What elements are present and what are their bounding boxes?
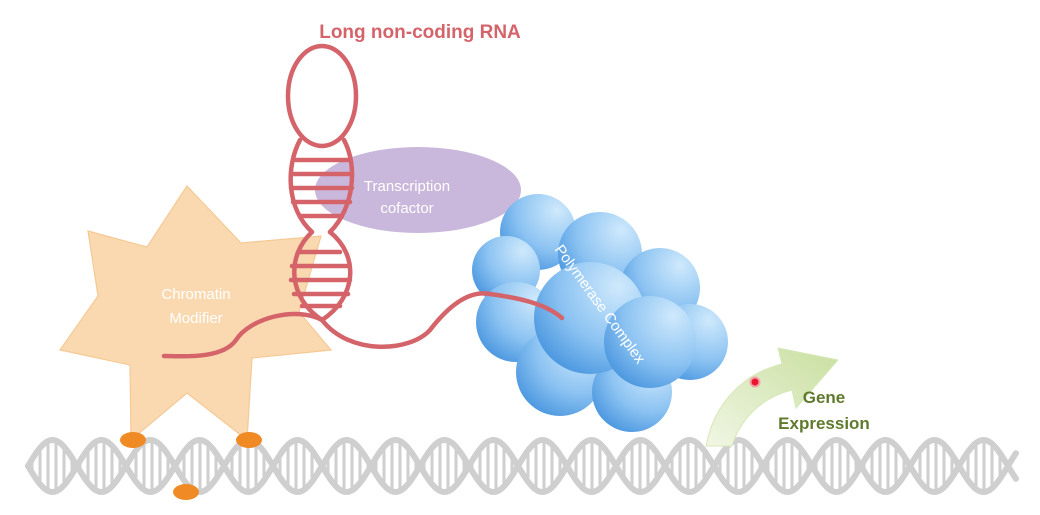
dna-strand: [25, 436, 1019, 496]
chromatin-label-line1: Chromatin: [161, 286, 230, 303]
polymerase-complex-cloud: [472, 194, 728, 432]
gene-expression-label-line1: Gene: [803, 388, 846, 407]
gene-expression-arrow: [705, 347, 839, 447]
chromatin-modifier-star: [58, 185, 333, 442]
chromatin-label-line2: Modifier: [169, 310, 222, 327]
gene-expression-label-line2: Expression: [778, 414, 870, 433]
methyl-mark: [236, 432, 262, 448]
dna-strand: [25, 436, 1019, 496]
cofactor-label-line1: Transcription: [364, 178, 450, 195]
lncrna-molecule: [161, 43, 565, 359]
methyl-mark: [173, 484, 199, 500]
methyl-mark: [120, 432, 146, 448]
cofactor-label-line2: cofactor: [380, 200, 433, 217]
lncrna-title: Long non-coding RNA: [319, 22, 521, 43]
dna-double-helix: [25, 436, 1019, 496]
red-dot-icon: [749, 376, 761, 388]
lncrna-base-pairs: [288, 157, 355, 309]
transcription-cofactor: [315, 147, 521, 233]
